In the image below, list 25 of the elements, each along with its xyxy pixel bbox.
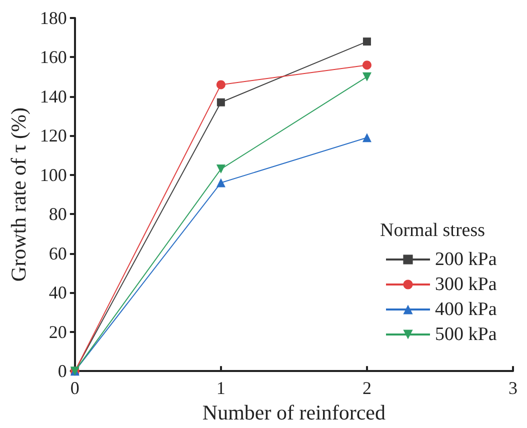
y-axis-title: Growth rate of τ (%) <box>6 108 30 282</box>
y-tick-label: 120 <box>40 126 67 146</box>
point <box>362 38 371 46</box>
y-tick-label: 140 <box>40 86 67 106</box>
y-tick-label: 100 <box>40 164 67 185</box>
y-tick-label: 20 <box>48 322 67 342</box>
legend-label: 300 kPa <box>435 274 498 295</box>
point <box>216 80 226 90</box>
legend-label: 400 kPa <box>435 299 498 320</box>
x-axis-title: Number of reinforced <box>202 400 386 424</box>
y-tick-label: 160 <box>40 47 67 68</box>
x-tick-label: 2 <box>362 378 372 398</box>
x-tick-label: 3 <box>508 378 518 398</box>
legend-title: Normal stress <box>380 220 486 241</box>
point <box>216 98 225 106</box>
y-tick-label: 180 <box>40 8 67 28</box>
x-tick-label: 1 <box>216 378 226 398</box>
legend-label: 500 kPa <box>435 324 498 345</box>
y-tick-label: 80 <box>48 204 67 224</box>
point <box>362 60 372 70</box>
legend-label: 200 kPa <box>435 249 498 270</box>
x-tick-label: 0 <box>70 378 80 398</box>
y-tick-label: 40 <box>48 282 67 303</box>
y-tick-label: 60 <box>48 243 67 264</box>
y-tick-label: 0 <box>58 361 67 382</box>
